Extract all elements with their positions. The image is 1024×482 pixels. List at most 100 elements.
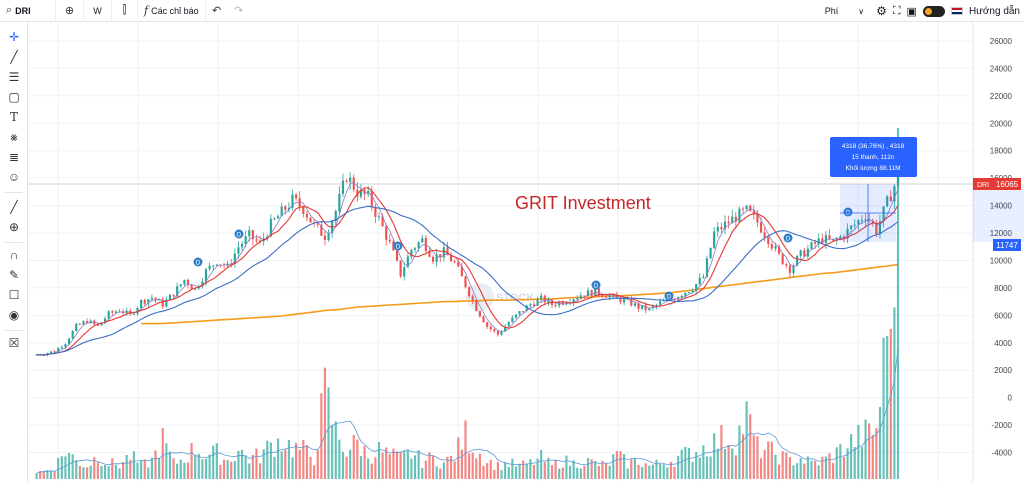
volume-bar <box>179 459 182 479</box>
zoom-in-icon[interactable]: ⊕ <box>8 220 20 234</box>
volume-bar <box>67 452 71 479</box>
crosshair-icon[interactable]: ✛ <box>8 30 20 44</box>
trendline-icon[interactable]: ╱ <box>10 50 18 64</box>
magnet-icon[interactable]: ∩ <box>9 248 19 262</box>
candle-body <box>586 290 590 297</box>
volume-bar <box>197 453 200 479</box>
volume-bar <box>309 456 312 479</box>
candle-body <box>738 208 741 222</box>
volume-bar <box>698 457 701 479</box>
compare-button[interactable]: ⊕ <box>56 0 84 22</box>
volume-bar <box>785 452 788 479</box>
candle-body <box>302 206 305 214</box>
symbol-search[interactable]: ⌕ DRI <box>0 0 56 22</box>
candle-body <box>150 297 154 300</box>
candle-body <box>482 316 485 323</box>
candle-body <box>215 264 218 266</box>
candle-body <box>53 351 56 353</box>
dividend-marker-label: D <box>237 233 242 239</box>
candle-body <box>767 237 770 245</box>
candle-body <box>320 224 323 236</box>
trash-icon[interactable]: ☒ <box>8 336 20 350</box>
chart-type-button[interactable]: ⫿ <box>112 0 138 22</box>
volume-bar <box>482 465 485 479</box>
prediction-icon[interactable]: ≣ <box>8 150 20 164</box>
candle-body <box>507 322 510 327</box>
volume-bar <box>680 449 683 479</box>
dividend-marker-label: D <box>667 295 672 301</box>
candle-body <box>201 281 204 287</box>
volume-bar <box>561 467 564 479</box>
eye-icon[interactable]: ◉ <box>8 308 20 322</box>
lock-draw-icon[interactable]: ✎ <box>8 268 20 282</box>
pattern-icon[interactable]: ⨳ <box>10 129 18 144</box>
ruler-icon[interactable]: ╱ <box>10 200 18 214</box>
price-chart[interactable]: STOCK D D D D D D D 4318 (36.76%) , 4318 15 tha… <box>28 22 1024 482</box>
volume-bar <box>633 458 636 479</box>
volume-bar <box>666 467 669 479</box>
volume-bar <box>349 449 352 479</box>
volume-bar <box>453 461 456 479</box>
volume-bar <box>75 460 78 479</box>
candle-body <box>608 295 611 298</box>
candle-body <box>172 294 175 297</box>
candle-body <box>543 295 546 303</box>
candle-body <box>817 238 820 244</box>
candle-body <box>626 298 629 300</box>
volume-bar <box>543 461 546 479</box>
candle-body <box>161 299 164 307</box>
candle-body <box>824 235 827 243</box>
gear-icon[interactable]: ⚙ <box>876 4 887 18</box>
candle-body <box>284 206 287 210</box>
volume-bar <box>161 428 164 479</box>
volume-bar <box>514 466 518 479</box>
candle-body <box>630 298 633 306</box>
volume-bar <box>774 454 777 479</box>
candle-body <box>370 190 373 207</box>
candle-body <box>633 303 636 306</box>
candle-body <box>828 235 831 240</box>
volume-bar <box>839 444 842 479</box>
dividend-marker-label: D <box>786 237 791 243</box>
volume-bar <box>554 460 557 479</box>
fib-icon[interactable]: ☰ <box>8 70 20 84</box>
emoji-icon[interactable]: ☺ <box>7 170 21 184</box>
camera-icon[interactable]: ▣ <box>906 5 917 18</box>
candle-body <box>493 329 496 332</box>
interval-button[interactable]: W <box>84 0 112 22</box>
text-icon[interactable]: T <box>9 110 18 124</box>
theme-toggle[interactable] <box>922 5 945 17</box>
indicators-button[interactable]: f Các chỉ báo <box>138 0 206 22</box>
volume-bar <box>53 471 56 479</box>
volume-bar <box>803 463 806 479</box>
volume-bar <box>374 457 377 479</box>
candle-body <box>796 255 799 266</box>
volume-bar <box>143 459 146 479</box>
volume-bar <box>889 328 892 479</box>
symbol-label: DRI <box>15 5 31 16</box>
fee-dropdown[interactable]: Phí ∨ <box>825 6 864 16</box>
candle-body <box>237 247 240 254</box>
chart-area[interactable]: STOCK D D D D D D D 4318 (36.76%) , 4318 15 tha… <box>28 22 1024 482</box>
fullscreen-icon[interactable]: ⛶ <box>892 4 901 17</box>
volume-bar <box>176 463 179 479</box>
dividend-marker-label: D <box>196 261 201 267</box>
candle-body <box>183 279 186 285</box>
volume-bar <box>475 458 478 479</box>
lock-icon[interactable]: ☐ <box>8 288 20 302</box>
uk-flag-icon[interactable] <box>950 7 963 15</box>
candle-body <box>468 287 471 297</box>
volume-bar <box>255 448 258 479</box>
candle-body <box>280 206 283 217</box>
volume-bar <box>568 465 572 479</box>
volume-bar <box>608 465 611 479</box>
volume-bar <box>558 468 561 479</box>
rectangle-icon[interactable]: ▢ <box>8 90 20 104</box>
candle-body <box>143 300 146 304</box>
redo-button[interactable]: ↷ <box>228 0 250 22</box>
volume-bar <box>882 337 885 479</box>
volume-ma-line <box>36 347 899 474</box>
guide-link[interactable]: Hướng dẫn <box>968 5 1020 17</box>
volume-bar <box>579 468 582 479</box>
undo-button[interactable]: ↶ <box>206 0 228 22</box>
